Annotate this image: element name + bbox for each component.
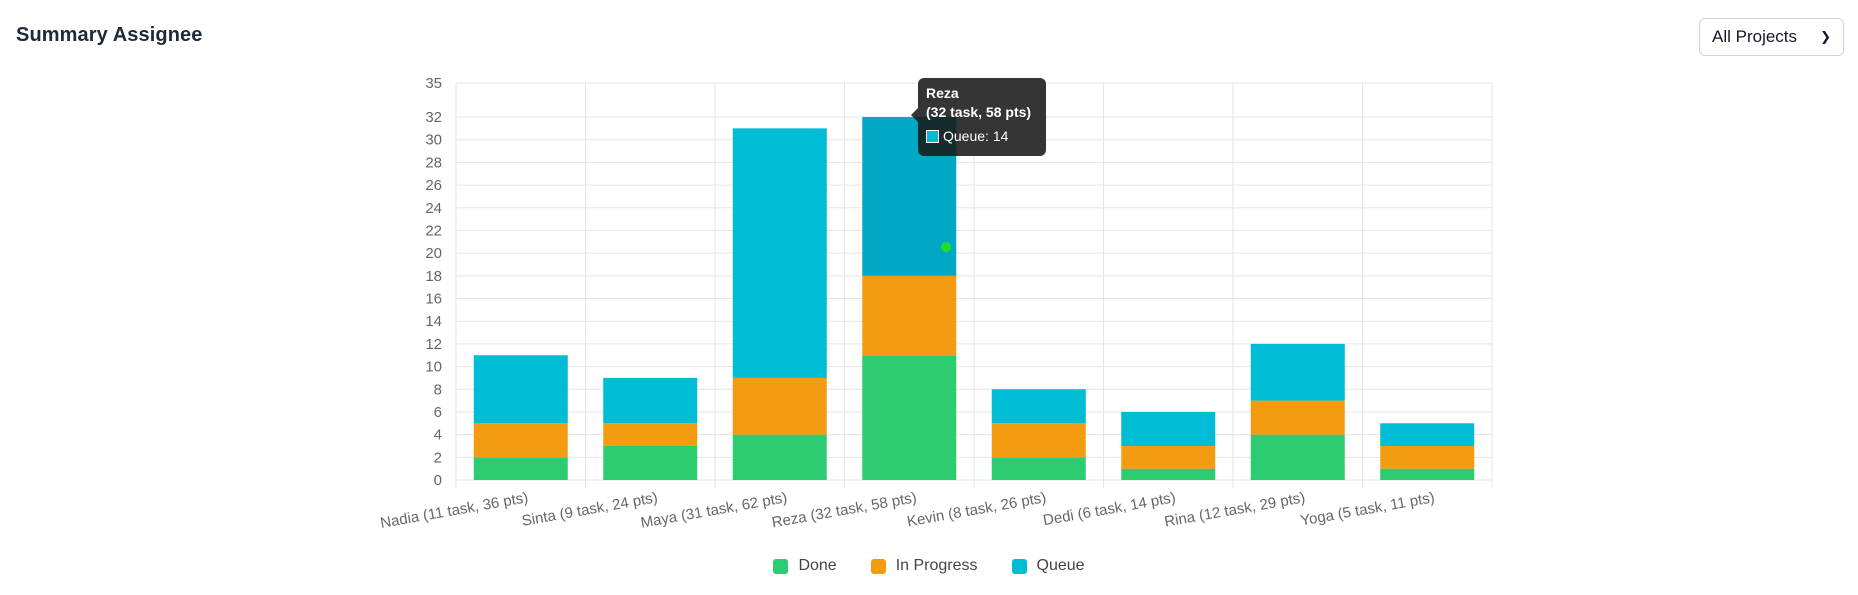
y-tick-label: 12 <box>425 336 442 353</box>
y-tick-label: 4 <box>434 427 442 444</box>
bar-segment-queue[interactable] <box>603 377 698 424</box>
legend-label: Queue <box>1036 557 1085 574</box>
bar-segment-done[interactable] <box>1121 468 1216 480</box>
x-tick-label: Maya (31 task, 62 pts) <box>639 489 788 532</box>
bar-segment-done[interactable] <box>862 355 957 480</box>
chart-legend: Done In Progress Queue <box>0 557 1858 575</box>
y-tick-label: 22 <box>425 222 442 239</box>
y-tick-label: 8 <box>434 381 442 398</box>
x-tick-label: Dedi (6 task, 14 pts) <box>1042 489 1177 529</box>
tooltip-value: Queue: 14 <box>943 128 1009 144</box>
tooltip-swatch <box>926 129 939 143</box>
bar-segment-in-progress[interactable] <box>1380 445 1475 469</box>
bar-segment-queue[interactable] <box>473 355 568 424</box>
bar-segment-done[interactable] <box>1380 468 1475 480</box>
y-tick-label: 28 <box>425 154 442 171</box>
x-tick-label: Rina (12 task, 29 pts) <box>1163 489 1306 531</box>
bar-segment-in-progress[interactable] <box>991 423 1086 458</box>
bar-segment-queue[interactable] <box>991 389 1086 424</box>
bar-segment-queue[interactable] <box>1380 423 1475 446</box>
bar-segment-done[interactable] <box>603 445 698 480</box>
y-tick-label: 2 <box>434 449 442 466</box>
y-tick-label: 20 <box>425 245 442 262</box>
legend-item-in-progress[interactable]: In Progress <box>870 557 978 575</box>
y-tick-label: 30 <box>425 132 442 149</box>
legend-swatch <box>870 558 886 574</box>
x-tick-label: Sinta (9 task, 24 pts) <box>521 489 659 530</box>
bar-segment-done[interactable] <box>732 434 827 480</box>
y-tick-label: 14 <box>425 313 442 330</box>
x-tick-label: Yoga (5 task, 11 pts) <box>1299 489 1436 529</box>
bar-segment-in-progress[interactable] <box>732 377 827 435</box>
bar-segment-done[interactable] <box>991 457 1086 480</box>
project-filter-select[interactable]: All Projects ❯ <box>1699 18 1844 56</box>
y-tick-label: 0 <box>434 472 442 489</box>
legend-swatch <box>773 558 789 574</box>
legend-label: In Progress <box>895 557 978 574</box>
cursor-dot <box>941 242 951 252</box>
page-title: Summary Assignee <box>16 24 203 46</box>
legend-label: Done <box>798 557 837 574</box>
y-tick-label: 26 <box>425 177 442 194</box>
tooltip-subtitle: (32 task, 58 pts) <box>926 104 1032 120</box>
chevron-down-icon: ❯ <box>1820 29 1831 44</box>
legend-swatch <box>1011 558 1027 574</box>
bar-segment-in-progress[interactable] <box>862 275 957 356</box>
tooltip-title: Reza <box>926 85 959 101</box>
bar-segment-queue[interactable] <box>732 128 827 378</box>
x-tick-label: Reza (32 task, 58 pts) <box>770 489 917 531</box>
bar-segment-in-progress[interactable] <box>473 423 568 458</box>
bar-segment-done[interactable] <box>473 457 568 480</box>
bar-segment-in-progress[interactable] <box>603 423 698 446</box>
bar-segment-in-progress[interactable] <box>1250 400 1345 435</box>
y-tick-label: 24 <box>425 200 442 217</box>
y-tick-label: 16 <box>425 291 442 308</box>
bar-segment-queue[interactable] <box>1250 343 1345 401</box>
legend-item-queue[interactable]: Queue <box>1011 557 1085 575</box>
bar-segment-queue[interactable] <box>1121 411 1216 446</box>
y-tick-label: 35 <box>425 75 442 92</box>
bar-segment-in-progress[interactable] <box>1121 445 1216 469</box>
y-tick-label: 18 <box>425 268 442 285</box>
y-tick-label: 32 <box>425 109 442 126</box>
y-tick-label: 6 <box>434 404 442 421</box>
legend-item-done[interactable]: Done <box>773 557 837 575</box>
bar-segment-done[interactable] <box>1250 434 1345 480</box>
x-tick-label: Nadia (11 task, 36 pts) <box>379 489 529 532</box>
project-filter-value: All Projects <box>1712 27 1798 46</box>
chart-tooltip: Reza (32 task, 58 pts) Queue: 14 <box>911 78 1046 156</box>
y-tick-label: 10 <box>425 359 442 376</box>
x-tick-label: Kevin (8 task, 26 pts) <box>906 489 1048 530</box>
